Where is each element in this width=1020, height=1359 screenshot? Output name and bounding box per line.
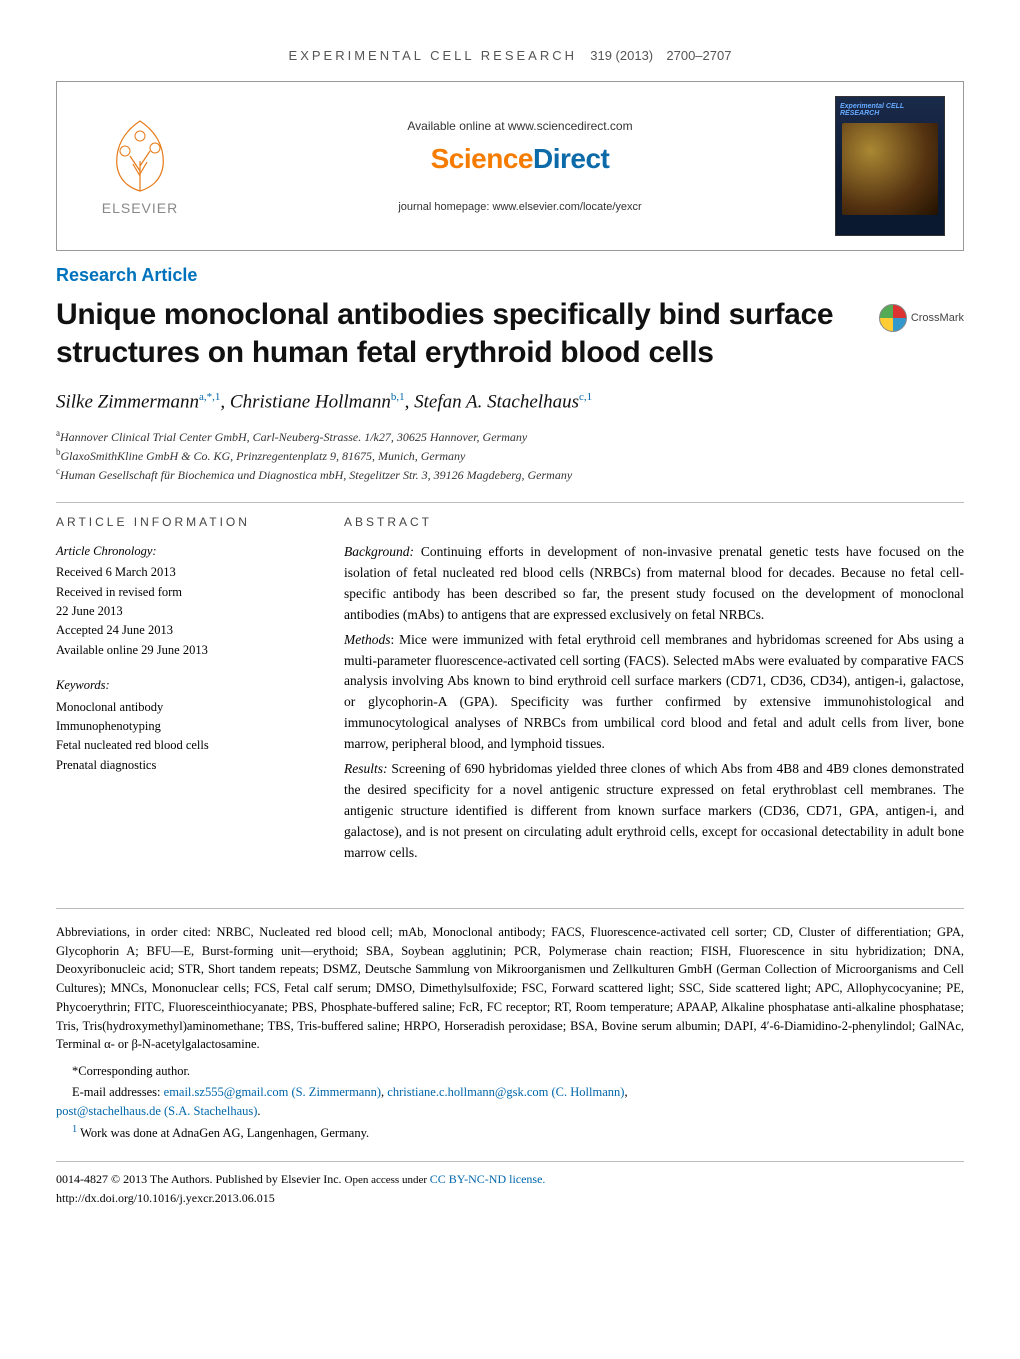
section-label: Research Article [56,265,964,286]
abstract-methods-text: : Mice were immunized with fetal erythro… [344,632,964,752]
abstract-background: Background: Continuing efforts in develo… [344,542,964,626]
keyword-item: Prenatal diagnostics [56,756,306,775]
email-link-3-line: post@stachelhaus.de (S.A. Stachelhaus). [56,1102,964,1121]
abstract-results-lead: Results: [344,761,388,776]
crossmark-label: CrossMark [911,312,964,324]
author-2-name: , Christiane Hollmann [220,391,390,412]
running-journal: EXPERIMENTAL CELL RESEARCH [289,48,577,63]
article-title: Unique monoclonal antibodies specificall… [56,296,863,371]
email-link-3[interactable]: post@stachelhaus.de (S.A. Stachelhaus) [56,1104,257,1118]
abstract-background-lead: Background: [344,544,414,559]
corresponding-author-note: *Corresponding author. [56,1062,964,1081]
affiliations: aHannover Clinical Trial Center GmbH, Ca… [56,427,964,484]
author-1-name: Silke Zimmermann [56,391,199,412]
affil-b: bGlaxoSmithKline GmbH & Co. KG, Prinzreg… [56,446,964,465]
abstract-results-text: Screening of 690 hybridomas yielded thre… [344,761,964,860]
running-volume: 319 (2013) [590,48,653,63]
affil-c: cHuman Gesellschaft für Biochemica und D… [56,465,964,484]
affil-a-text: Hannover Clinical Trial Center GmbH, Car… [60,430,527,444]
copyright-text: 0014-4827 © 2013 The Authors. Published … [56,1172,345,1186]
header-center: Available online at www.sciencedirect.co… [223,119,817,213]
abstract-background-text: Continuing efforts in development of non… [344,544,964,622]
chron-line: Available online 29 June 2013 [56,641,306,660]
available-online-line: Available online at www.sciencedirect.co… [223,119,817,133]
sciencedirect-word-b: Direct [533,143,609,174]
crossmark-icon [879,304,907,332]
journal-homepage-line[interactable]: journal homepage: www.elsevier.com/locat… [223,201,817,213]
abstract-results: Results: Screening of 690 hybridomas yie… [344,759,964,864]
cover-title-text: Experimental CELL RESEARCH [840,103,940,117]
email-label: E-mail addresses: [72,1085,164,1099]
keyword-item: Immunophenotyping [56,717,306,736]
chron-line: Received 6 March 2013 [56,563,306,582]
abbreviations-text: Abbreviations, in order cited: NRBC, Nuc… [56,925,964,1052]
copyright-line: 0014-4827 © 2013 The Authors. Published … [56,1170,964,1189]
email-link-2[interactable]: christiane.c.hollmann@gsk.com (C. Hollma… [387,1085,624,1099]
abstract-head: ABSTRACT [344,513,964,532]
abbreviations-block: Abbreviations, in order cited: NRBC, Nuc… [56,923,964,1143]
affil-a: aHannover Clinical Trial Center GmbH, Ca… [56,427,964,446]
title-row: Unique monoclonal antibodies specificall… [56,296,964,371]
open-access-text: Open access under [345,1174,430,1186]
running-head: EXPERIMENTAL CELL RESEARCH 319 (2013) 27… [56,48,964,63]
info-abstract-row: ARTICLE INFORMATION Article Chronology: … [56,513,964,867]
author-3-sup: c,1 [579,391,592,403]
chron-line: 22 June 2013 [56,602,306,621]
sciencedirect-logo[interactable]: ScienceDirect [223,143,817,175]
chronology-label: Article Chronology: [56,542,306,561]
authors-line: Silke Zimmermanna,*,1, Christiane Hollma… [56,391,964,413]
running-pages: 2700–2707 [666,48,731,63]
publisher-logo-block: ELSEVIER [75,116,205,216]
chron-line: Received in revised form [56,583,306,602]
author-3-name: , Stefan A. Stachelhaus [405,391,579,412]
keyword-item: Monoclonal antibody [56,698,306,717]
keyword-item: Fetal nucleated red blood cells [56,736,306,755]
work-note-text: Work was done at AdnaGen AG, Langenhagen… [77,1126,369,1140]
work-note: 1 Work was done at AdnaGen AG, Langenhag… [56,1122,964,1143]
header-box: ELSEVIER Available online at www.science… [56,81,964,251]
affil-b-text: GlaxoSmithKline GmbH & Co. KG, Prinzrege… [61,449,466,463]
keywords-label: Keywords: [56,676,306,695]
elsevier-wordmark: ELSEVIER [102,200,178,216]
divider-rule [56,502,964,503]
journal-cover-thumbnail: Experimental CELL RESEARCH [835,96,945,236]
article-info-column: ARTICLE INFORMATION Article Chronology: … [56,513,306,867]
footer-box: 0014-4827 © 2013 The Authors. Published … [56,1161,964,1207]
doi-line[interactable]: http://dx.doi.org/10.1016/j.yexcr.2013.0… [56,1189,964,1207]
abstract-methods-lead: Methods [344,632,391,647]
sciencedirect-word-a: Science [431,143,533,174]
elsevier-tree-icon [105,116,175,196]
abstract-methods: Methods: Mice were immunized with fetal … [344,630,964,756]
cover-image-graphic [842,123,938,215]
article-info-head: ARTICLE INFORMATION [56,513,306,532]
crossmark-badge[interactable]: CrossMark [879,304,964,332]
page: EXPERIMENTAL CELL RESEARCH 319 (2013) 27… [0,0,1020,1255]
email-link-1[interactable]: email.sz555@gmail.com (S. Zimmermann) [164,1085,381,1099]
email-addresses-line: E-mail addresses: email.sz555@gmail.com … [56,1083,964,1102]
chron-line: Accepted 24 June 2013 [56,621,306,640]
author-2-sup: b,1 [391,391,405,403]
author-1-sup: a,*,1 [199,391,220,403]
divider-rule-2 [56,908,964,909]
license-link[interactable]: CC BY-NC-ND license. [430,1172,546,1186]
abstract-column: ABSTRACT Background: Continuing efforts … [344,513,964,867]
affil-c-text: Human Gesellschaft für Biochemica und Di… [60,468,572,482]
